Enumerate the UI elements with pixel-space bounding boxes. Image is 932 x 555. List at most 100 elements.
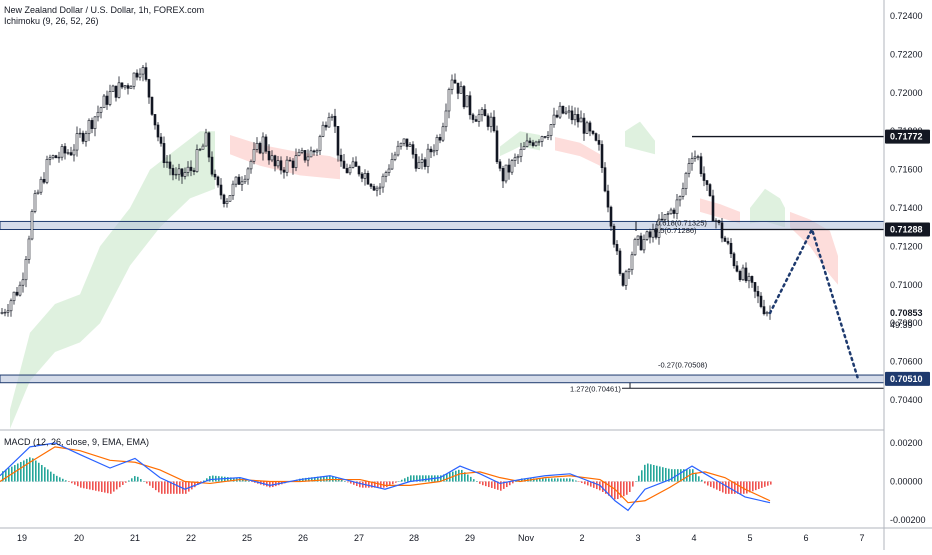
candle [264,134,268,154]
macd-histogram-bar [752,481,754,492]
candle [117,76,121,99]
candle-body [183,172,187,177]
candle [156,122,160,142]
macd-histogram-bar [314,476,316,482]
zone-price-tag: 0.71288 [885,222,930,237]
projection-line [768,226,860,381]
time-tick-label: 6 [803,533,808,543]
candle-body [192,170,196,172]
candle [33,190,37,214]
macd-histogram-bar [80,481,82,488]
candle [258,141,262,155]
candle [24,255,28,288]
macd-histogram-bar [743,481,745,494]
candle [759,292,763,309]
macd-histogram-bar [116,481,118,490]
candle [312,149,316,156]
macd-histogram-bar [26,458,28,482]
macd-histogram-bar [83,481,85,489]
fib-label: -0.27(0.70508) [658,360,708,369]
candle-body [30,211,34,240]
candle-body [462,86,466,108]
macd-histogram-bar [71,481,73,484]
macd-histogram-bar [542,478,544,482]
ichimoku-cloud-4 [625,121,655,155]
macd-histogram-bar [143,481,145,482]
candle-body [447,89,451,112]
candle-body [144,67,148,80]
candle-body [438,137,442,141]
candle [105,90,109,110]
candle-body [135,72,139,78]
candle-body [723,237,727,242]
macd-histogram-bar [548,478,550,482]
macd-histogram-bar [74,481,76,485]
candle [330,113,334,121]
macd-histogram-bar [725,481,727,494]
candle [591,130,595,136]
candle [567,105,571,119]
candle [174,167,178,180]
candle-body [741,267,745,280]
macd-histogram-bar [20,461,22,482]
macd-histogram-bar [710,481,712,487]
candle-body [105,95,109,105]
macd-histogram-bar [584,481,586,485]
candle [234,176,238,188]
support-price-tag: 0.70510 [885,371,930,386]
candle [429,146,433,158]
candle-body [18,284,22,296]
macd-histogram-bar [488,481,490,488]
candle [597,134,601,151]
candle [192,167,196,176]
candle [21,272,25,293]
macd-histogram-bar [608,481,610,496]
candle-body [198,148,202,151]
time-tick-label: 26 [298,533,308,543]
candle-body [237,176,241,185]
candle-body [696,156,700,158]
zone-price-tag-text: 0.71288 [890,225,923,235]
candle [42,172,46,185]
candle [507,158,511,180]
macd-histogram-bar [455,470,457,482]
macd-histogram-bar [569,478,571,482]
candle-body [453,79,457,84]
candle-body [69,152,73,156]
candle [561,105,565,115]
candle-body [444,110,448,128]
macd-histogram-bar [497,481,499,490]
macd-histogram-bar [179,481,181,494]
candle-body [378,186,382,189]
candle-body [96,111,100,118]
candle [558,102,562,120]
candle [618,248,622,276]
candle [300,147,304,155]
candle-body [510,160,514,173]
candle-body [279,160,283,171]
time-tick-label: 22 [186,533,196,543]
candle [249,159,253,174]
candle [426,143,430,174]
candle [180,168,184,184]
candle [579,110,583,123]
macd-tick-label: 0.00000 [890,477,923,487]
candle [570,105,574,125]
candle [717,219,721,226]
candle [624,269,628,290]
candle [603,162,607,193]
candle-body [570,110,574,121]
macd-histogram-bar [155,481,157,491]
macd-histogram-bar [734,481,736,494]
candle [414,148,418,172]
macd-histogram-bar [14,465,16,482]
candle [129,85,133,89]
macd-histogram-bar [206,478,208,482]
candle-body [609,206,613,227]
price-candles [0,62,772,320]
price-tick-label: 0.71400 [890,203,923,213]
candle-body [36,191,40,194]
macd-histogram-bar [482,481,484,486]
candle [639,232,643,251]
candle-body [480,109,484,116]
